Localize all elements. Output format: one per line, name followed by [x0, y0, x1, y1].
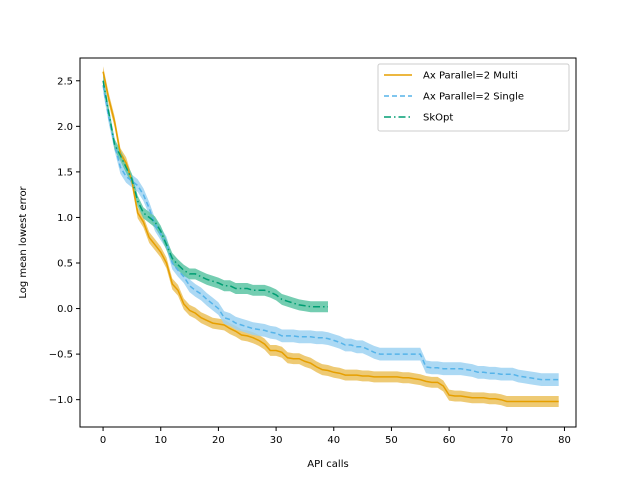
y-axis-label: Log mean lowest error — [18, 185, 29, 298]
confidence-bands — [103, 66, 559, 407]
series-band-1 — [103, 79, 559, 386]
plot-frame — [79, 57, 577, 428]
legend-label-2: SkOpt — [423, 113, 453, 124]
legend-box — [377, 63, 570, 132]
legend-label-1: Ax Parallel=2 Single — [423, 92, 524, 103]
x-axis-label: API calls — [307, 459, 348, 470]
series-band-0 — [103, 66, 559, 407]
y-tick-label: −0.5 — [49, 350, 73, 361]
series-line-2 — [102, 80, 328, 308]
x-tick-label: 70 — [500, 435, 513, 446]
series-line-1 — [102, 85, 559, 381]
y-tick-label: 0.5 — [57, 259, 73, 270]
x-tick-label: 10 — [154, 435, 167, 446]
series-line-0 — [102, 71, 559, 403]
x-axis-ticks: 0 10 20 30 40 50 60 70 80 — [100, 427, 571, 446]
legend: Ax Parallel=2 Multi Ax Parallel=2 Single S… — [377, 63, 570, 132]
y-tick-label: 2.0 — [57, 122, 73, 133]
y-axis-ticks: −1.0 −0.5 0.0 0.5 1.0 1.5 2.0 2.5 — [49, 76, 80, 406]
x-tick-label: 0 — [100, 435, 106, 446]
x-tick-label: 80 — [558, 435, 571, 446]
y-tick-label: 0.0 — [57, 304, 73, 315]
x-tick-label: 60 — [443, 435, 456, 446]
x-tick-label: 50 — [385, 435, 398, 446]
x-tick-label: 30 — [270, 435, 283, 446]
series-lines — [102, 71, 559, 403]
y-tick-label: 1.5 — [57, 167, 73, 178]
y-tick-label: 1.0 — [57, 213, 73, 224]
legend-label-0: Ax Parallel=2 Multi — [423, 71, 518, 82]
x-tick-label: 40 — [327, 435, 340, 446]
y-tick-label: 2.5 — [57, 76, 73, 87]
series-band-2 — [103, 75, 328, 313]
x-tick-label: 20 — [212, 435, 225, 446]
y-tick-label: −1.0 — [49, 395, 73, 406]
